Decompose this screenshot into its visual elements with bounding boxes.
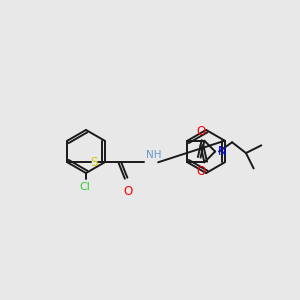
Text: O: O [124, 185, 133, 198]
Text: S: S [91, 156, 98, 169]
Text: NH: NH [146, 150, 161, 160]
Text: Cl: Cl [79, 182, 90, 192]
Text: O: O [196, 165, 205, 178]
Text: O: O [196, 124, 205, 138]
Text: N: N [218, 145, 226, 158]
